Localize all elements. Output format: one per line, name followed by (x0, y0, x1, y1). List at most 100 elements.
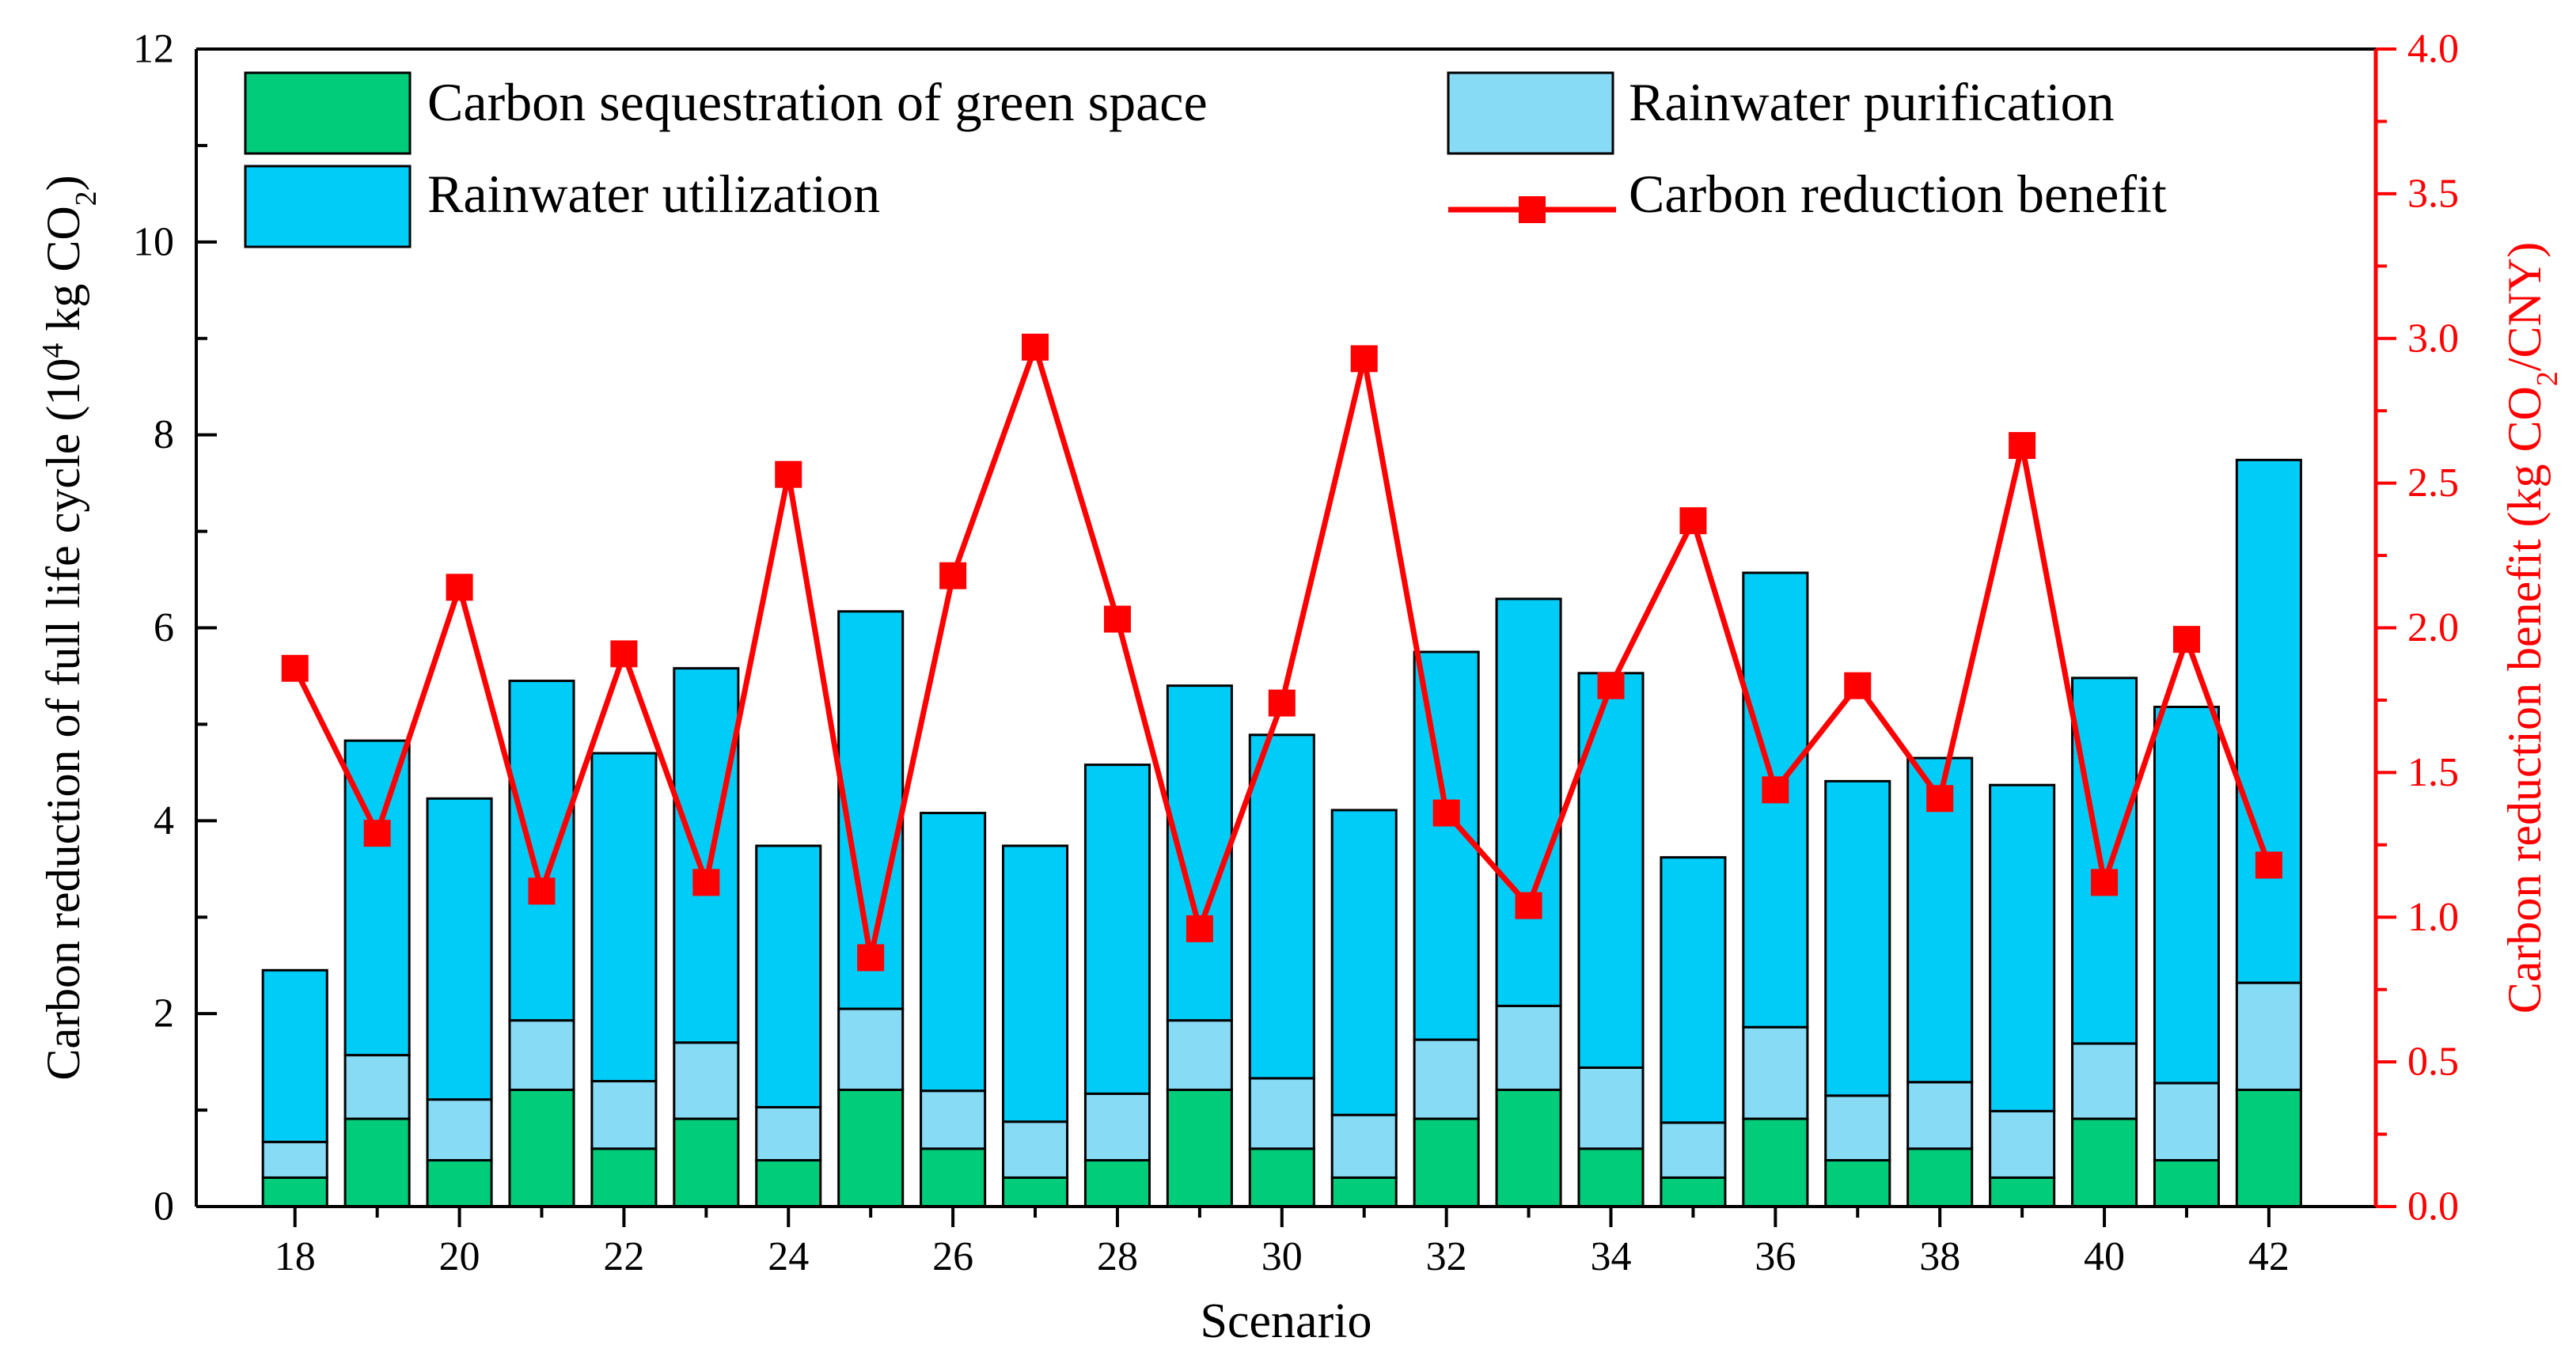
legend-label-2: Rainwater utilization (427, 164, 880, 224)
bar-segment (1742, 1117, 1809, 1208)
bar-segment (343, 1054, 411, 1120)
bar-segment (1495, 597, 1562, 1007)
bar-segment (1660, 856, 1727, 1124)
bar-segment (673, 1117, 740, 1208)
bar-segment (2235, 981, 2302, 1091)
bar-segment (1989, 783, 2056, 1112)
benefit-marker (1350, 345, 1378, 373)
bar-segment (590, 1080, 658, 1150)
benefit-marker (528, 877, 556, 905)
y2-tick-label: 2.0 (2407, 605, 2459, 650)
y2-tick-label: 0.5 (2407, 1040, 2459, 1085)
legend-swatch-2 (244, 165, 412, 248)
benefit-marker (1268, 689, 1296, 717)
legend-label-1: Rainwater purification (1629, 72, 2115, 132)
bar-segment (837, 1088, 905, 1208)
benefit-marker (939, 562, 967, 589)
benefit-marker (1597, 672, 1625, 699)
legend-swatch-marker (1519, 196, 1546, 223)
x-tick-label: 22 (603, 1234, 644, 1279)
y-tick-label: 12 (133, 27, 174, 72)
x-tick-label: 24 (768, 1234, 809, 1279)
benefit-marker (692, 869, 720, 896)
benefit-marker (775, 460, 802, 488)
bar-segment (343, 1117, 411, 1208)
bar-segment (1742, 1025, 1809, 1120)
y-tick-label: 8 (154, 412, 174, 457)
y2-tick-label: 0.0 (2407, 1184, 2459, 1229)
bar-segment (1248, 733, 1315, 1080)
bar-segment (1824, 1158, 1891, 1208)
y-tick-label: 2 (154, 991, 174, 1036)
bar-segment (1577, 1066, 1645, 1150)
x-tick-label: 34 (1591, 1234, 1632, 1279)
bar-segment (1413, 1038, 1480, 1120)
bar-segment (837, 1007, 905, 1091)
benefit-marker (2255, 851, 2282, 879)
bar-segment (920, 812, 987, 1093)
y2-tick-label: 3.0 (2407, 316, 2459, 361)
bar-segment (261, 968, 328, 1143)
y2-axis-title-main: Carbon reduction benefit (kg CO (2498, 386, 2551, 1014)
bar-segment (1660, 1176, 1727, 1208)
bar-segment (1495, 1088, 1562, 1208)
bar-segment (1989, 1109, 2056, 1179)
y2-tick-label: 4.0 (2407, 27, 2459, 72)
benefit-marker (446, 574, 473, 601)
y-tick-label: 6 (154, 605, 174, 650)
benefit-marker (2172, 626, 2200, 654)
bar-segment (1906, 1081, 1974, 1150)
x-tick-label: 38 (1919, 1234, 1960, 1279)
bar-segment (1001, 844, 1069, 1123)
benefit-marker (363, 820, 391, 847)
bar-segment (1824, 779, 1891, 1097)
benefit-marker (610, 640, 638, 668)
bar-segment (755, 844, 822, 1108)
y2-tick-label: 3.5 (2407, 171, 2459, 216)
bar-segment (1001, 1120, 1069, 1179)
bar-segment (426, 797, 493, 1101)
benefit-marker (857, 944, 885, 972)
benefit-marker (1515, 892, 1542, 919)
x-tick-label: 36 (1755, 1234, 1796, 1279)
benefit-marker (1432, 799, 1460, 827)
y-tick-label: 10 (133, 219, 174, 264)
bar-segment (1906, 1147, 1974, 1208)
bar-segment (590, 752, 658, 1083)
bar-segment (1330, 1176, 1398, 1208)
y-axis-title-sub: 2 (70, 191, 103, 206)
bar-segment (2071, 676, 2138, 1045)
x-tick-label: 42 (2248, 1234, 2290, 1279)
bar-segment (2235, 1088, 2302, 1208)
bar-segment (1577, 672, 1645, 1069)
benefit-marker (1762, 776, 1789, 804)
bar-segment (508, 680, 575, 1022)
bar-segment (755, 1105, 822, 1161)
bar-segment (1166, 1088, 1233, 1208)
bar-segment (2071, 1042, 2138, 1120)
legend-swatch-0 (244, 71, 412, 155)
bar-segment (2153, 705, 2221, 1085)
bar-segment (755, 1158, 822, 1208)
legend: Carbon sequestration of green space Rainw… (244, 71, 2167, 248)
bar-segment (1413, 1117, 1480, 1208)
bar-segment (920, 1147, 987, 1208)
x-axis-title: Scenario (1201, 1294, 1372, 1348)
bar-segment (1330, 1113, 1398, 1179)
bar-segment (1083, 763, 1151, 1095)
y2-tick-label: 2.5 (2407, 460, 2459, 506)
legend-label-0: Carbon sequestration of green space (427, 72, 1208, 132)
bar-segment (1083, 1092, 1151, 1161)
benefit-marker (1679, 507, 1707, 535)
y2-axis-title-end: /CNY) (2498, 242, 2551, 371)
x-tick-label: 26 (932, 1234, 973, 1279)
x-tick-label: 20 (439, 1234, 480, 1279)
bar-segment (1989, 1176, 2056, 1208)
y-axis-title-sup: 4 (36, 343, 70, 358)
bar-segment (1083, 1158, 1151, 1208)
bar-segment (508, 1019, 575, 1091)
y2-tick-label: 1.5 (2407, 750, 2459, 795)
bar-segment (1495, 1004, 1562, 1091)
